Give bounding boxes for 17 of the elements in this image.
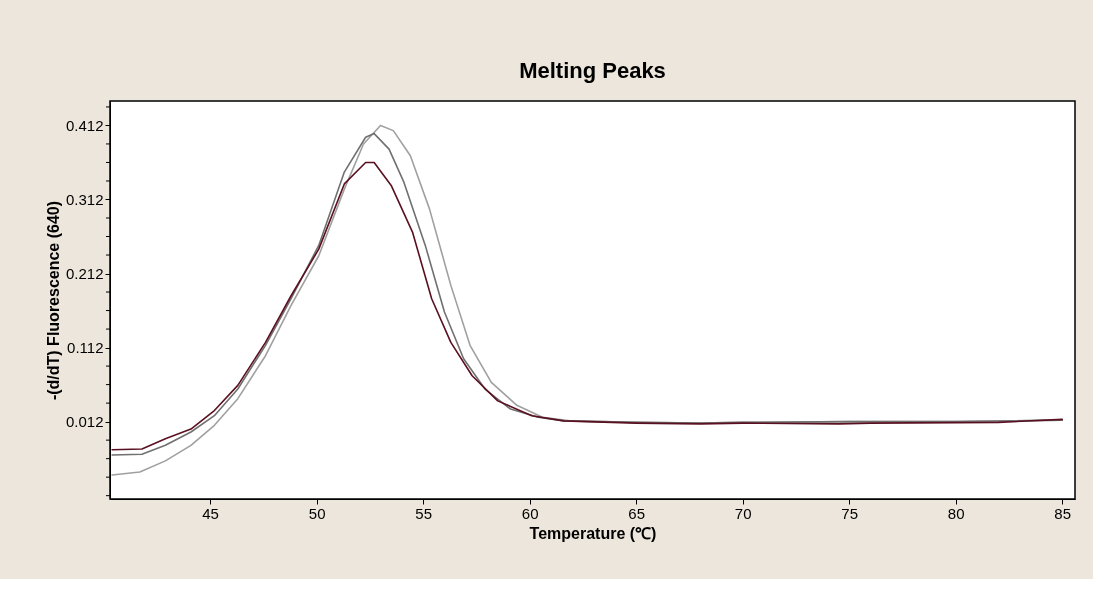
x-axis-title: Temperature (℃) — [529, 524, 657, 542]
y-tick-label: 0.112 — [67, 339, 104, 357]
x-tick-label: 55 — [415, 504, 432, 522]
y-tick-label: 0.412 — [65, 116, 104, 134]
x-tick-label: 75 — [841, 504, 859, 522]
y-tick-label: 0.312 — [65, 190, 104, 208]
y-axis-title: -(d/dT) Fluorescence (640) — [44, 200, 62, 401]
x-tick-label: 65 — [628, 504, 646, 522]
x-tick-label: 80 — [947, 504, 965, 522]
x-tick-label: 50 — [308, 504, 326, 522]
y-tick-label: 0.212 — [65, 265, 104, 283]
x-tick-label: 70 — [734, 504, 752, 522]
chart-title: Melting Peaks — [519, 58, 666, 83]
x-tick-label: 45 — [202, 504, 219, 522]
x-tick-label: 60 — [521, 504, 539, 522]
y-tick-label: 0.012 — [65, 413, 104, 431]
x-tick-label: 85 — [1054, 504, 1072, 522]
